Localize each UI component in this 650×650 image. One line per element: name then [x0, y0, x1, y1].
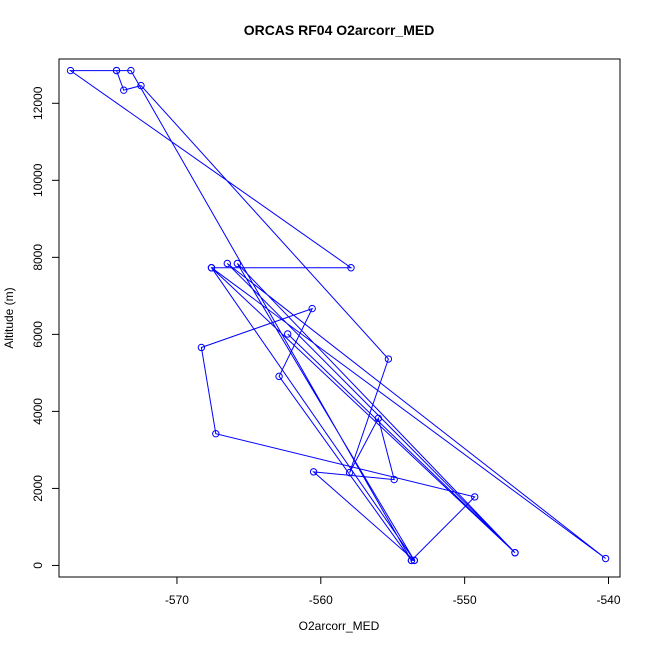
y-tick-label: 0: [31, 562, 45, 569]
y-tick-label: 8000: [31, 244, 45, 271]
y-tick-label: 10000: [31, 163, 45, 197]
data-point: [309, 468, 318, 476]
data-point: [407, 556, 416, 565]
data-point: [384, 355, 393, 363]
y-tick-label: 2000: [31, 475, 45, 502]
data-point: [137, 81, 145, 90]
plot-area-frame: [58, 58, 621, 578]
data-point: [601, 554, 610, 563]
data-point: [410, 556, 418, 565]
y-tick-label: 6000: [31, 321, 45, 348]
y-tick-label: 12000: [31, 86, 45, 120]
y-axis-label: Altitude (m): [2, 287, 16, 348]
data-point: [127, 66, 135, 75]
y-tick-label: 4000: [31, 398, 45, 425]
data-point: [374, 414, 383, 423]
data-point: [223, 259, 232, 268]
data-point: [471, 493, 479, 501]
data-point: [120, 86, 128, 94]
data-point: [511, 549, 519, 557]
data-point: [345, 468, 354, 477]
chart-title: ORCAS RF04 O2arcorr_MED: [244, 22, 435, 38]
x-tick-label: -570: [165, 593, 189, 607]
data-point: [390, 475, 398, 484]
data-point: [347, 264, 355, 272]
x-axis: -570 -560 -550 -540: [165, 576, 621, 607]
data-point: [275, 372, 283, 381]
data-point: [233, 259, 242, 268]
data-point: [308, 304, 316, 313]
data-point: [197, 343, 206, 352]
x-tick-label: -560: [309, 593, 333, 607]
series-line: [68, 70, 606, 561]
data-point: [66, 66, 75, 75]
y-axis: 0 2000 4000 6000 8000 10000 12000: [31, 86, 60, 569]
data-point: [112, 66, 121, 75]
x-tick-label: -550: [453, 593, 477, 607]
series-layer: [66, 66, 610, 565]
data-point: [207, 264, 216, 272]
data-point: [284, 330, 292, 338]
x-tick-label: -540: [596, 593, 620, 607]
x-axis-label: O2arcorr_MED: [299, 619, 380, 633]
data-point: [212, 430, 220, 438]
